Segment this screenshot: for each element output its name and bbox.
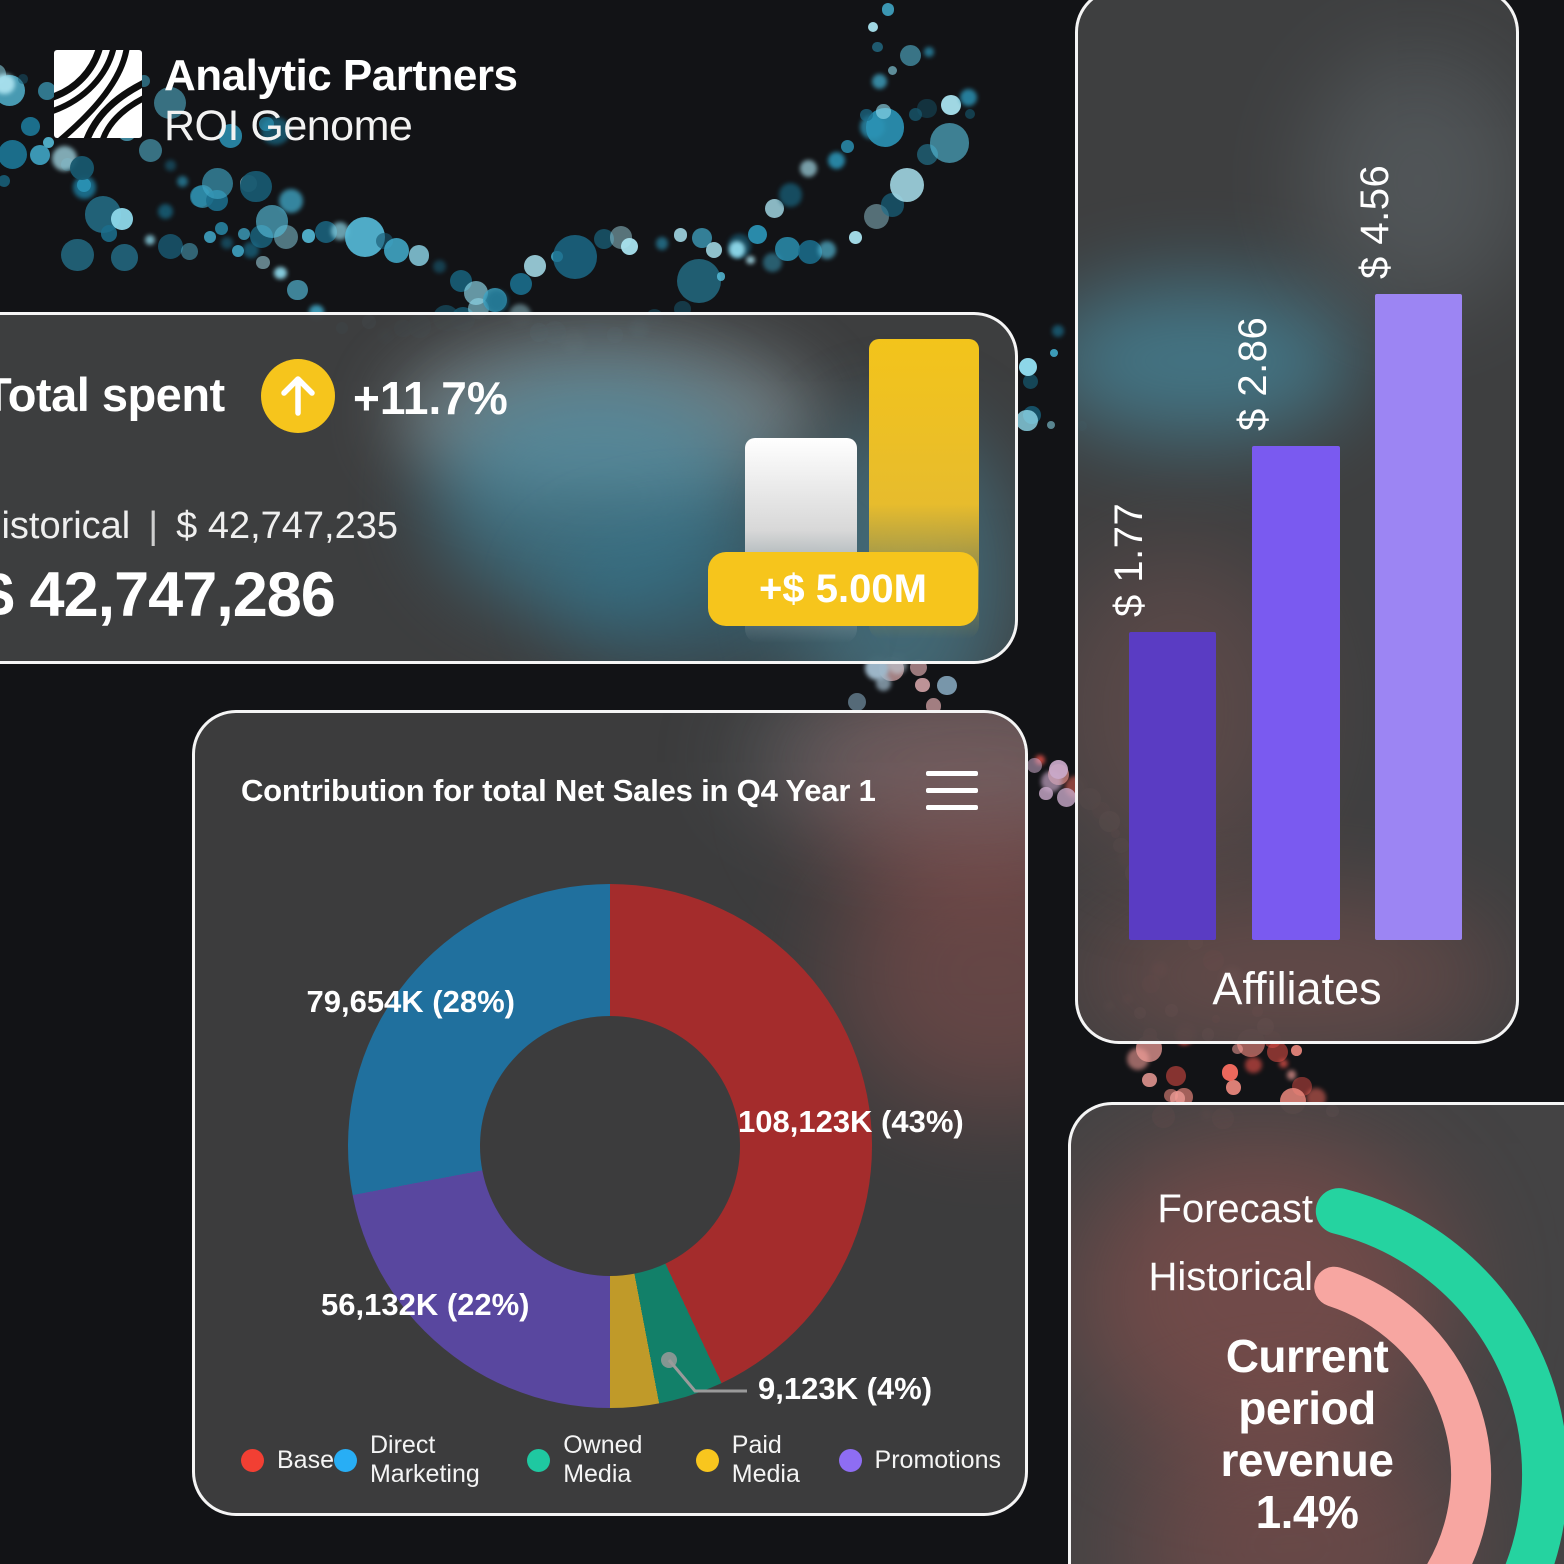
historical-row: Historical | $ 42,747,235 [0,505,398,548]
roi-bar-3 [1375,294,1462,940]
roi-bar-2 [1252,446,1340,940]
legend-item-promotions: Promotions [838,1446,1001,1475]
brand-block: Analytic Partners ROI Genome [54,50,518,152]
legend-dot [527,1448,551,1472]
gauge-center-text: Current period revenue 1.4% [1137,1330,1477,1539]
legend-item-base: Base [241,1446,334,1475]
legend-item-paid-media: Paid Media [695,1431,839,1489]
roi-bar-1 [1129,632,1216,940]
gauge-arcs [1314,1188,1564,1564]
total-spent-card: Total spent +11.7% Historical | $ 42,747,2… [0,312,1018,664]
current-spend-value: $ 42,747,286 [0,560,336,630]
contribution-title: Contribution for total Net Sales in Q4 Y… [241,773,876,808]
legend-dot [695,1448,719,1472]
donut-hole [480,1016,740,1276]
brand-product: ROI Genome [164,102,413,151]
dna-helix-logo-icon [54,50,142,138]
roi-bar-2-value: $ 2.86 [1231,316,1275,431]
affiliates-roi-card: $ 1.77 $ 2.86 $ 4.56 Affiliates [1075,0,1519,1044]
forecast-arc [1315,1188,1564,1564]
hamburger-menu-icon[interactable] [926,771,978,815]
chart-legend: Base Direct Marketing Owned Media Paid M… [241,1431,1001,1489]
donut-label-owned-media: 9,123K (4%) [758,1371,933,1406]
roi-bar-3-value: $ 4.56 [1353,164,1397,279]
historical-value: $ 42,747,235 [176,505,399,547]
historical-arc [1314,1266,1492,1564]
legend-item-direct-marketing: Direct Marketing [333,1431,527,1489]
divider: | [148,505,159,547]
brand-name: Analytic Partners [164,51,518,100]
forecast-label: Forecast [1157,1187,1313,1231]
revenue-gauge-card: Forecast Historical Current period reven… [1068,1102,1564,1564]
donut-label-promotions: 56,132K (22%) [321,1287,530,1322]
historical-label: Historical [0,505,131,547]
total-spent-title: Total spent [0,368,225,421]
historical-label: Historical [1148,1255,1313,1299]
roi-bar-1-value: $ 1.77 [1107,502,1151,617]
trend-value: +11.7% [353,372,508,424]
up-arrow-icon [261,359,335,433]
legend-dot [333,1448,357,1472]
legend-item-owned-media: Owned Media [527,1431,696,1489]
legend-dot [241,1448,264,1472]
gauge-center-value: 1.4% [1255,1485,1359,1538]
legend-dot [838,1448,862,1472]
spend-boost-button[interactable]: +$ 5.00M [708,552,978,626]
contribution-card: Contribution for total Net Sales in Q4 Y… [192,710,1028,1516]
donut-label-base: 108,123K (43%) [738,1104,964,1139]
category-label: Affiliates [1212,963,1382,1014]
donut-label-direct-marketing: 79,654K (28%) [306,984,515,1019]
